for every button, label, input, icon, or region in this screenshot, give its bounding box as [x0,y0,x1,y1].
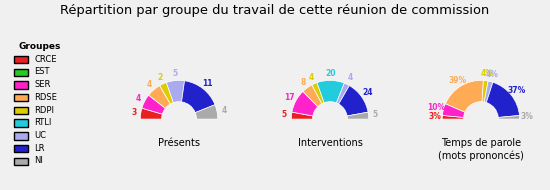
Text: SER: SER [34,80,51,89]
Wedge shape [484,81,493,103]
Text: RTLI: RTLI [34,118,52,127]
Text: 17: 17 [284,93,295,102]
Title: Présents: Présents [158,138,200,148]
Wedge shape [312,83,324,104]
Text: 4: 4 [347,74,353,82]
Wedge shape [140,108,162,119]
Wedge shape [339,86,368,116]
Text: 39%: 39% [448,76,466,85]
Text: Répartition par groupe du travail de cette réunion de commission: Répartition par groupe du travail de cet… [60,4,490,17]
Wedge shape [182,81,215,113]
Wedge shape [486,82,520,117]
Wedge shape [498,116,520,119]
Text: 5: 5 [373,110,378,120]
Wedge shape [292,91,318,116]
FancyBboxPatch shape [14,69,28,76]
Wedge shape [317,80,344,103]
Wedge shape [195,105,218,119]
Text: 5: 5 [172,69,177,78]
Wedge shape [160,82,173,104]
Wedge shape [303,85,322,107]
Wedge shape [337,83,349,104]
Wedge shape [482,80,488,102]
Text: 37%: 37% [508,86,526,95]
FancyBboxPatch shape [14,107,28,114]
Wedge shape [442,104,465,117]
Text: LR: LR [34,144,45,153]
FancyBboxPatch shape [14,158,28,165]
Text: 4: 4 [221,106,227,115]
Text: 4%: 4% [480,69,493,78]
Text: 4%: 4% [486,70,499,79]
Text: NI: NI [34,157,43,165]
Title: Interventions: Interventions [298,138,362,148]
Wedge shape [167,80,185,103]
Text: CRCE: CRCE [34,55,57,64]
Wedge shape [148,86,170,108]
Wedge shape [292,112,313,119]
Text: 8: 8 [300,78,306,87]
FancyBboxPatch shape [14,132,28,140]
Text: EST: EST [34,67,50,76]
Text: 11: 11 [202,79,212,88]
Text: 10%: 10% [428,103,446,112]
Text: 4: 4 [309,73,314,82]
Text: 24: 24 [362,88,372,97]
FancyBboxPatch shape [14,119,28,127]
Text: 3: 3 [131,108,136,117]
Wedge shape [442,116,464,119]
Text: 20: 20 [326,69,336,78]
FancyBboxPatch shape [14,81,28,89]
Text: UC: UC [34,131,46,140]
Text: 3%: 3% [429,112,442,121]
Title: Temps de parole
(mots prononcés): Temps de parole (mots prononcés) [438,138,524,161]
Text: Groupes: Groupes [19,42,61,51]
Wedge shape [446,80,483,112]
Wedge shape [347,112,369,119]
Text: RDSE: RDSE [34,93,57,102]
Text: 5: 5 [282,110,287,120]
Text: 3%: 3% [520,112,533,121]
FancyBboxPatch shape [14,56,28,63]
Text: 4: 4 [136,94,141,103]
Text: 4: 4 [146,80,152,89]
Text: RDPI: RDPI [34,106,54,115]
FancyBboxPatch shape [14,145,28,152]
FancyBboxPatch shape [14,94,28,101]
Text: 2: 2 [157,73,163,82]
Wedge shape [142,95,166,114]
